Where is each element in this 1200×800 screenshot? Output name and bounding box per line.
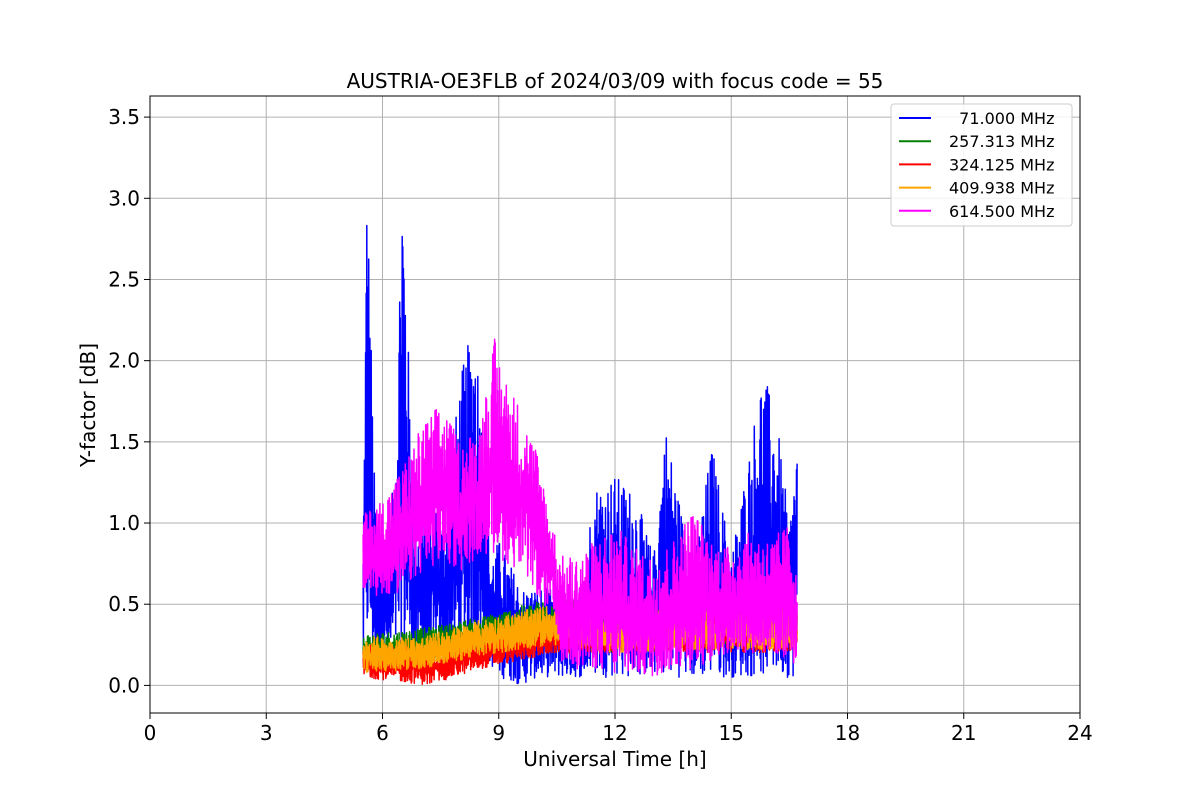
x-tick-label: 21 bbox=[951, 721, 976, 745]
legend-label: 71.000 MHz bbox=[949, 109, 1054, 128]
x-tick-label: 3 bbox=[260, 721, 273, 745]
legend-box bbox=[890, 103, 1073, 227]
x-tick-label: 0 bbox=[144, 721, 157, 745]
legend-label: 324.125 MHz bbox=[949, 155, 1054, 174]
legend: 71.000 MHz 257.313 MHz 324.125 MHz 409.938 … bbox=[890, 103, 1073, 227]
chart-title: AUSTRIA-OE3FLB of 2024/03/09 with focus … bbox=[347, 69, 884, 93]
y-tick-label: 2.0 bbox=[108, 349, 140, 373]
y-tick-label: 1.0 bbox=[108, 511, 140, 535]
y-tick-label: 0.0 bbox=[108, 673, 140, 697]
series-layer bbox=[362, 224, 798, 686]
x-tick-label: 9 bbox=[492, 721, 505, 745]
x-axis-title: Universal Time [h] bbox=[523, 747, 706, 771]
x-tick-label: 15 bbox=[719, 721, 744, 745]
y-tick-label: 3.5 bbox=[108, 105, 140, 129]
series-line bbox=[362, 338, 798, 677]
y-tick-label: 1.5 bbox=[108, 430, 140, 454]
legend-label: 614.500 MHz bbox=[949, 202, 1054, 221]
x-tick-label: 12 bbox=[602, 721, 627, 745]
y-tick-label: 0.5 bbox=[108, 592, 140, 616]
y-tick-label: 3.0 bbox=[108, 186, 140, 210]
y-tick-label: 2.5 bbox=[108, 267, 140, 291]
x-tick-label: 18 bbox=[835, 721, 860, 745]
y-axis-title: Y-factor [dB] bbox=[76, 343, 100, 468]
x-tick-label: 6 bbox=[376, 721, 389, 745]
legend-label: 257.313 MHz bbox=[949, 132, 1054, 151]
legend-label: 409.938 MHz bbox=[949, 179, 1054, 198]
x-tick-label: 24 bbox=[1067, 721, 1092, 745]
axis-ticks: 0 3 6 9 12 15 18 21 24 0.0 0.5 1.0 1.5 2.0 2.5 3.0 3.5 bbox=[108, 105, 1093, 745]
